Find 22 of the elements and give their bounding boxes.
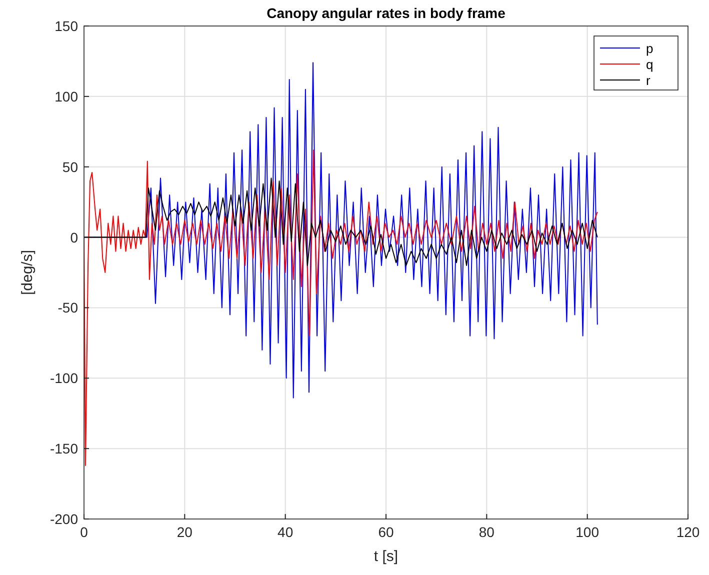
line-series <box>84 149 598 466</box>
x-tick-label: 60 <box>378 524 394 540</box>
x-tick-label: 40 <box>278 524 294 540</box>
legend-label: r <box>646 73 651 88</box>
x-tick-label: 120 <box>676 524 700 540</box>
y-tick-label: 150 <box>54 18 78 34</box>
y-axis-title: [deg/s] <box>19 250 36 296</box>
y-tick-label: 100 <box>54 88 78 104</box>
y-tick-label: 0 <box>70 229 78 246</box>
legend-label: p <box>646 41 654 56</box>
x-tick-label: 80 <box>478 524 495 540</box>
y-tick-label: -50 <box>58 300 78 316</box>
legend-label: q <box>646 57 654 72</box>
x-axis-title: t [s] <box>374 548 398 565</box>
chart-title: Canopy angular rates in body frame <box>266 5 506 21</box>
x-tick-label: 100 <box>576 524 600 540</box>
y-tick-label: -200 <box>50 511 78 527</box>
x-tick-label: 0 <box>80 524 88 540</box>
y-tick-label: 50 <box>62 158 78 175</box>
y-tick-label: -100 <box>50 370 78 386</box>
x-tick-label: 20 <box>176 524 193 540</box>
y-tick-label: -150 <box>50 440 78 457</box>
